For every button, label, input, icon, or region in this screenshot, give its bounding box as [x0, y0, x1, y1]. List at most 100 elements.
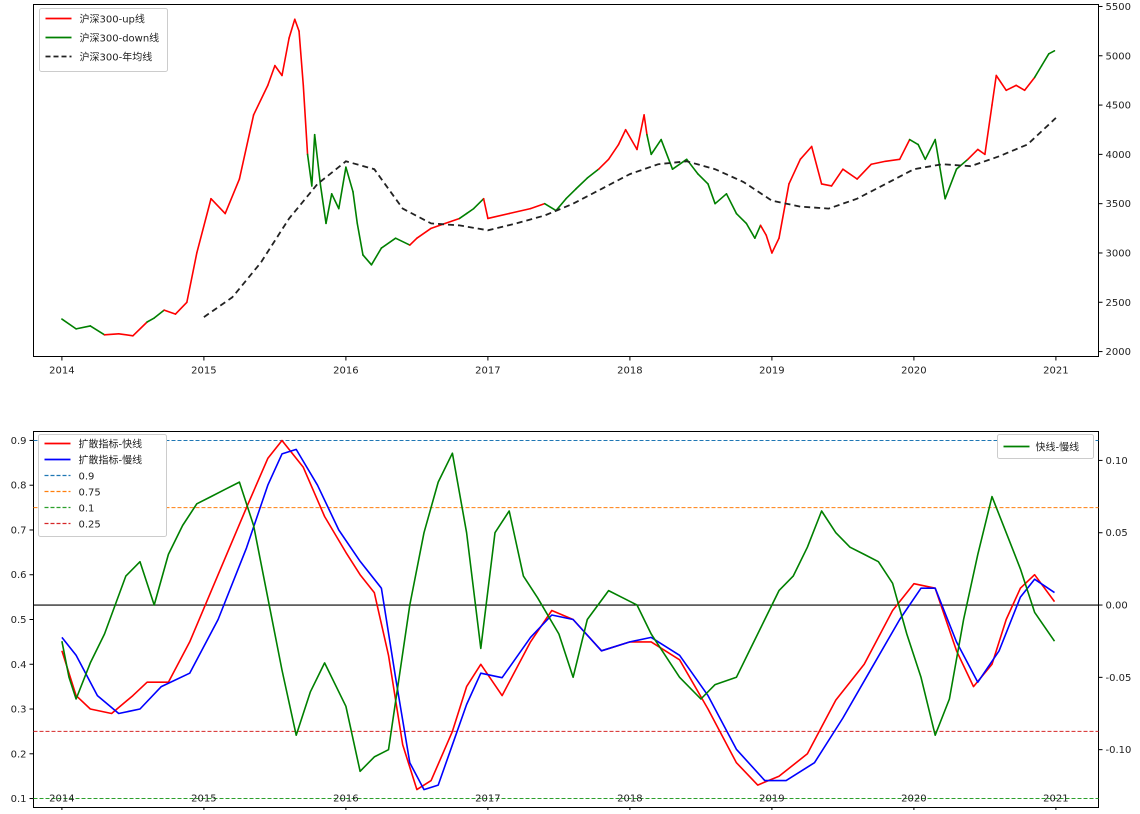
bottom-left-y-tick-label: 0.2 [11, 749, 27, 760]
price-segment [617, 128, 627, 146]
price-segment [380, 237, 397, 249]
price-segment [575, 177, 589, 190]
top-x-tick-label: 2017 [475, 366, 500, 377]
bottom-right-y-tick-label: 0.10 [1106, 456, 1128, 467]
price-segment [311, 133, 316, 187]
price-segment [352, 191, 359, 225]
price-segment [224, 178, 241, 215]
price-segment [995, 74, 1008, 92]
top-x-tick-label: 2019 [759, 366, 784, 377]
price-segment [306, 153, 313, 187]
price-segment [186, 252, 198, 304]
annual-ma-line [203, 117, 1057, 318]
price-segment [1040, 52, 1050, 67]
bottom-legend-label: 扩散指标-快线 [79, 438, 143, 451]
top-plot-frame [33, 4, 1099, 357]
bottom-left-y-tick-label: 0.3 [11, 705, 27, 716]
top-x-tick-label: 2016 [333, 366, 358, 377]
price-segment [472, 197, 485, 210]
series-line [61, 448, 1055, 791]
price-segment [394, 237, 411, 246]
price-segment [934, 138, 946, 200]
bottom-x-tick-label: 2018 [617, 794, 642, 805]
price-segment [984, 104, 993, 156]
top-y-tick-label: 3000 [1106, 248, 1131, 259]
price-segment [266, 64, 276, 87]
price-segment [799, 145, 813, 161]
top-legend-label: 沪深300-up线 [80, 13, 145, 26]
price-segment [356, 222, 364, 256]
price-segment [697, 173, 709, 185]
top-x-tick-label: 2014 [49, 366, 74, 377]
bottom-x-tick-label: 2014 [49, 794, 74, 805]
price-segment [976, 148, 986, 156]
top-x-tick-label: 2015 [191, 366, 216, 377]
price-segment [714, 193, 728, 205]
price-segment [745, 222, 756, 239]
top-axis-ticks: 2014 2015 2016 2017 2018 2019 2020 2021 2000 2500… [49, 2, 1131, 377]
bottom-right-y-tick-label: 0.05 [1106, 528, 1128, 539]
price-segment [288, 18, 296, 39]
price-segment [174, 301, 188, 315]
top-y-tick-label: 5000 [1106, 51, 1131, 62]
bottom-x-tick-label: 2015 [191, 794, 216, 805]
price-segment [643, 114, 648, 136]
price-segment [337, 166, 347, 210]
price-segment [298, 30, 305, 87]
top-x-tick-label: 2018 [617, 366, 642, 377]
price-segment [607, 143, 620, 161]
price-segment [1033, 64, 1043, 79]
price-segment [597, 158, 610, 170]
price-segment [646, 133, 653, 156]
price-segment [103, 333, 120, 336]
price-segment [75, 325, 92, 330]
price-segment [707, 183, 716, 205]
price-segment [313, 133, 322, 185]
top-y-tick-label: 4000 [1106, 150, 1131, 161]
price-segment [754, 224, 762, 239]
price-segment [735, 212, 748, 225]
price-segment [586, 168, 600, 179]
bottom-legend-label: 0.75 [79, 488, 101, 499]
bottom-left-y-tick-label: 0.7 [11, 525, 27, 536]
price-segment [650, 138, 662, 156]
price-segment [274, 64, 283, 77]
bottom-left-y-tick-label: 0.6 [11, 570, 27, 581]
price-segment [870, 160, 887, 166]
bottom-x-tick-label: 2021 [1043, 794, 1068, 805]
price-segment [444, 217, 461, 225]
price-segment [765, 234, 773, 254]
price-segment [636, 114, 645, 151]
price-segment [210, 197, 226, 215]
price-segment [163, 309, 177, 315]
price-segment [955, 158, 969, 170]
price-segment [416, 227, 432, 239]
price-segment [345, 166, 354, 193]
price-segment [967, 148, 979, 161]
price-segment [991, 74, 998, 106]
price-segment [61, 318, 77, 330]
price-segment [529, 202, 546, 210]
top-x-tick-label: 2021 [1043, 366, 1068, 377]
price-segment [508, 207, 532, 215]
bottom-x-tick-label: 2019 [759, 794, 784, 805]
price-segment [146, 317, 155, 323]
price-segment [153, 309, 165, 319]
price-segment [302, 84, 309, 156]
bottom-right-legend-box [997, 434, 1094, 459]
price-segment [1048, 50, 1056, 55]
bottom-left-y-tick-label: 0.4 [11, 660, 27, 671]
price-segment [759, 224, 768, 237]
bottom-right-y-tick-label: -0.05 [1106, 673, 1132, 684]
price-segment [788, 158, 802, 185]
price-segment [89, 325, 106, 336]
price-segment [293, 18, 300, 32]
price-segment [238, 114, 255, 180]
price-segment [543, 202, 557, 212]
bottom-legend-label: 扩散指标-慢线 [79, 454, 143, 467]
price-segment [117, 333, 134, 337]
price-segment [465, 207, 475, 215]
